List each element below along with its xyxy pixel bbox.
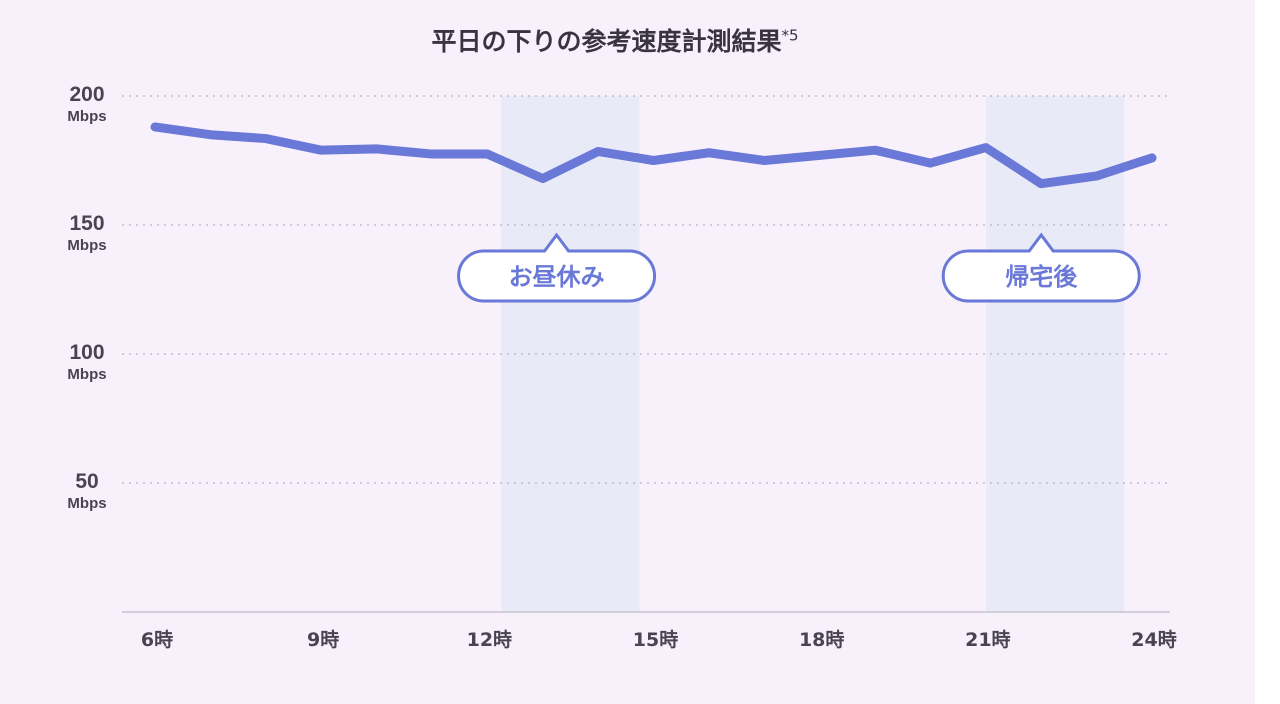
data-point-19 (874, 149, 876, 151)
data-point-9 (320, 149, 322, 151)
data-point-20 (929, 162, 931, 164)
y-tick-label-50: 50 (75, 470, 98, 493)
chart-title-note: *5 (781, 26, 799, 45)
x-tick-label-15: 15時 (633, 629, 678, 651)
chart-title-text: 平日の下りの参考速度計測結果 (431, 27, 782, 56)
data-point-12 (486, 153, 488, 155)
data-point-17 (763, 160, 765, 161)
data-point-11 (431, 153, 433, 155)
y-tick-label-150: 150 (69, 212, 104, 235)
x-tick-label-24: 24時 (1131, 629, 1176, 651)
callout-label-1: お昼休み (509, 263, 605, 291)
data-point-22 (1040, 183, 1042, 185)
x-tick-label-9: 9時 (307, 629, 339, 651)
x-tick-label-6: 6時 (141, 629, 173, 651)
callout-bubble-2 (941, 232, 1141, 303)
data-point-15 (653, 160, 654, 161)
data-point-10 (376, 148, 378, 150)
callout-label-2: 帰宅後 (1005, 263, 1078, 291)
data-point-24 (1151, 157, 1153, 159)
data-point-23 (1096, 175, 1098, 177)
y-tick-unit-50: Mbps (67, 495, 106, 512)
x-tick-label-18: 18時 (799, 629, 844, 651)
y-tick-label-200: 200 (69, 83, 104, 106)
data-point-18 (819, 154, 821, 156)
data-point-8 (265, 138, 267, 140)
data-point-6 (154, 126, 156, 128)
y-tick-unit-200: Mbps (67, 108, 106, 125)
data-point-16 (708, 152, 710, 154)
y-tick-unit-100: Mbps (67, 366, 106, 383)
x-tick-label-21: 21時 (965, 629, 1010, 651)
chart-title: 平日の下りの参考速度計測結果*5 (0, 22, 1230, 58)
data-point-7 (209, 134, 211, 136)
y-tick-label-100: 100 (69, 341, 104, 364)
callout-bubble-1 (457, 232, 657, 303)
data-point-13 (542, 178, 544, 180)
data-point-21 (985, 147, 987, 149)
y-tick-unit-150: Mbps (67, 237, 106, 254)
x-tick-label-12: 12時 (467, 629, 512, 651)
data-point-14 (597, 150, 599, 152)
